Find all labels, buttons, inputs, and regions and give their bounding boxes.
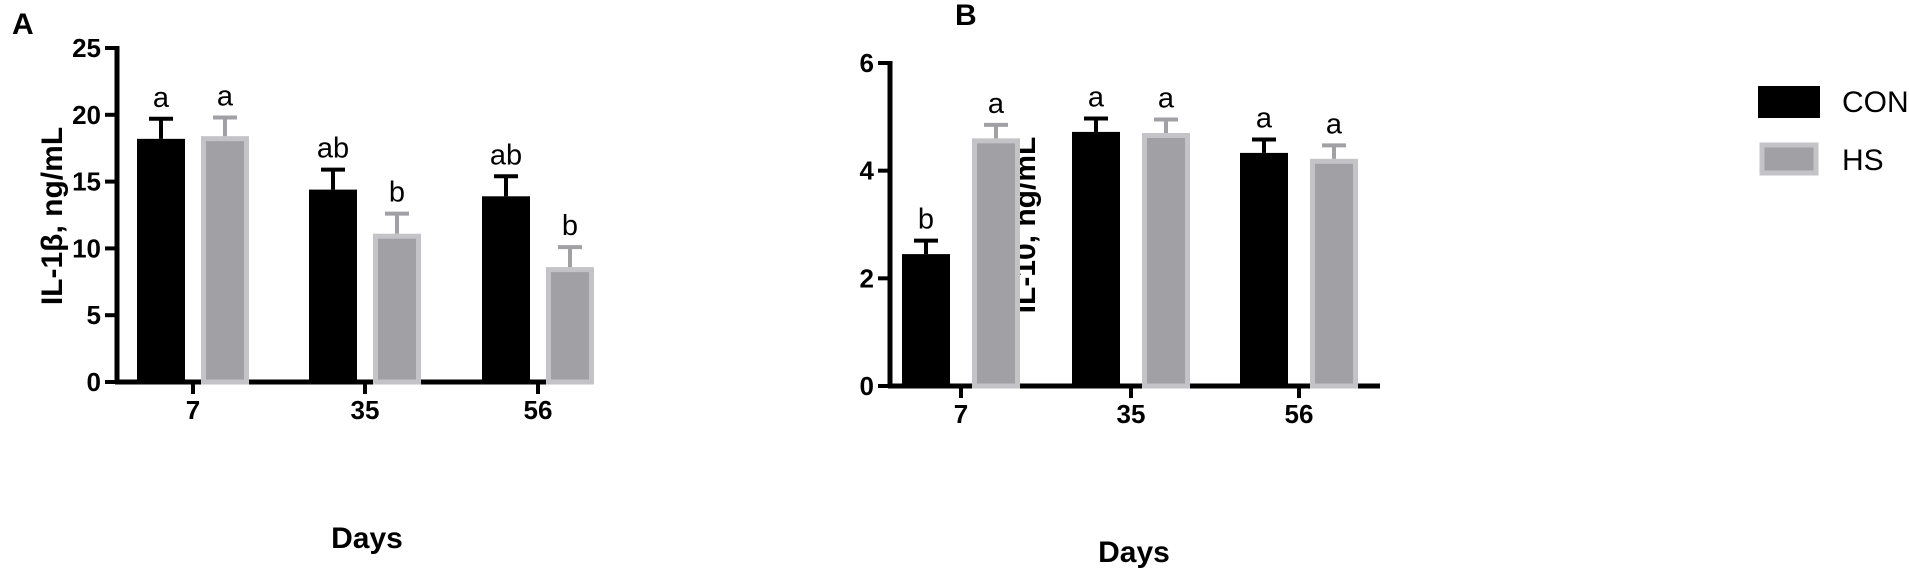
x-tick-label-b-1: 35 bbox=[1117, 399, 1146, 429]
bar-a-con-56 bbox=[482, 196, 530, 382]
bar-a-con-35 bbox=[309, 189, 357, 382]
sig-label-a-hs-56: b bbox=[562, 210, 578, 242]
bar-b-con-56 bbox=[1240, 152, 1288, 386]
legend-label-hs: HS bbox=[1842, 144, 1884, 177]
sig-label-a-con-35: ab bbox=[317, 133, 349, 165]
legend-swatch-con bbox=[1758, 86, 1820, 118]
y-tick-label-a-0: 0 bbox=[87, 367, 101, 397]
panel-a-label: A bbox=[12, 8, 34, 41]
y-tick-label-b-1: 2 bbox=[860, 263, 874, 293]
sig-label-b-con-56: a bbox=[1256, 102, 1273, 134]
y-tick-label-b-3: 6 bbox=[860, 48, 874, 78]
bar-b-hs-35 bbox=[1142, 132, 1190, 389]
sig-label-a-con-7: a bbox=[153, 82, 170, 114]
sig-label-b-con-35: a bbox=[1088, 81, 1105, 113]
sig-label-a-con-56: ab bbox=[490, 139, 522, 171]
x-axis-title-b: Days bbox=[1098, 536, 1170, 569]
x-axis-title-a: Days bbox=[331, 522, 403, 555]
bar-b-con-35 bbox=[1072, 131, 1120, 386]
sig-label-a-hs-35: b bbox=[389, 177, 405, 209]
y-tick-label-a-3: 15 bbox=[72, 167, 101, 197]
x-tick-label-b-2: 56 bbox=[1285, 399, 1314, 429]
y-tick-label-a-4: 20 bbox=[72, 100, 101, 130]
bar-b-hs-56 bbox=[1310, 158, 1358, 389]
bar-a-hs-56 bbox=[546, 267, 594, 385]
legend-label-con: CON bbox=[1842, 86, 1909, 119]
bar-b-hs-7 bbox=[972, 138, 1020, 389]
sig-label-b-hs-7: a bbox=[988, 88, 1005, 120]
y-tick-label-a-1: 5 bbox=[87, 300, 101, 330]
bar-b-con-7 bbox=[902, 254, 950, 386]
bar-a-con-7 bbox=[137, 138, 185, 382]
sig-label-b-con-7: b bbox=[918, 204, 934, 236]
x-tick-label-a-0: 7 bbox=[186, 395, 200, 425]
y-tick-label-a-2: 10 bbox=[72, 233, 101, 263]
y-tick-label-b-0: 0 bbox=[860, 371, 874, 401]
chart-legend: CON HS bbox=[1758, 86, 1909, 177]
y-tick-label-a-5: 25 bbox=[72, 33, 101, 63]
x-tick-label-b-0: 7 bbox=[954, 399, 968, 429]
bar-a-hs-35 bbox=[373, 233, 421, 385]
sig-label-a-hs-7: a bbox=[217, 80, 234, 112]
legend-swatch-hs bbox=[1759, 142, 1819, 176]
panel-b-label: B bbox=[955, 0, 977, 32]
x-tick-label-a-2: 56 bbox=[524, 395, 553, 425]
bar-a-hs-7 bbox=[201, 136, 249, 385]
sig-label-b-hs-56: a bbox=[1326, 108, 1343, 140]
y-tick-label-b-2: 4 bbox=[860, 156, 875, 186]
x-tick-label-a-1: 35 bbox=[351, 395, 380, 425]
sig-label-b-hs-35: a bbox=[1158, 83, 1175, 115]
y-axis-title-a: IL-1β, ng/mL bbox=[36, 127, 69, 305]
